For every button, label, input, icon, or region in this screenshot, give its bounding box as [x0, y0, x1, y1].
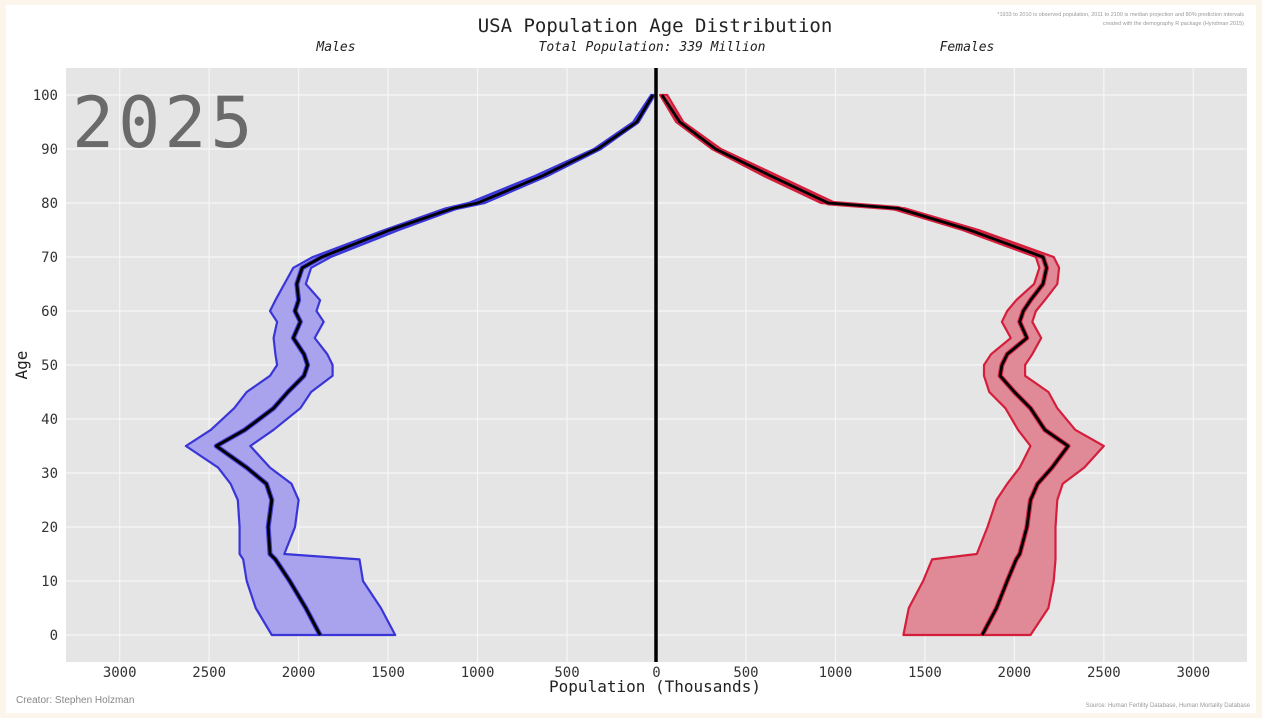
y-axis-label: Age — [12, 351, 31, 380]
x-axis-label: Population (Thousands) — [549, 677, 761, 696]
x-tick-label: 500 — [554, 665, 579, 681]
y-tick-label: 50 — [41, 358, 58, 374]
x-tick-label: 1500 — [371, 665, 405, 681]
y-tick-label: 70 — [41, 250, 58, 266]
y-tick-label: 0 — [50, 628, 58, 644]
source-credit: Source: Human Fertility Database, Human … — [1086, 703, 1251, 709]
creator-credit: Creator: Stephen Holzman — [16, 695, 134, 706]
y-tick-label: 40 — [41, 412, 58, 428]
median-lines — [213, 93, 1071, 637]
female-median-line — [660, 94, 1070, 636]
x-tick-label: 1500 — [908, 665, 942, 681]
chart-title: USA Population Age Distribution — [478, 15, 833, 37]
y-tick-label: 20 — [41, 520, 58, 536]
y-tick-label: 60 — [41, 304, 58, 320]
x-tick-label: 2500 — [1087, 665, 1121, 681]
y-tick-label: 30 — [41, 466, 58, 482]
female-prediction-band — [658, 93, 1105, 637]
projection-note-line1: *1933 to 2010 is observed population, 20… — [997, 12, 1244, 18]
x-tick-label: 500 — [733, 665, 758, 681]
x-tick-label: 2000 — [282, 665, 316, 681]
x-tick-label: 1000 — [461, 665, 495, 681]
x-tick-label: 2500 — [192, 665, 226, 681]
x-axis-ticks: 3000 2500 2000 1500 1000 500 0 500 1000 1500 2000 2… — [103, 665, 1210, 681]
males-label: Males — [315, 40, 355, 55]
projection-note-line2: created with the demography R package (H… — [1103, 21, 1244, 27]
y-tick-label: 100 — [33, 88, 58, 104]
chart-subtitle: Total Population: 339 Million — [539, 40, 766, 55]
year-label: 2025 — [72, 82, 257, 164]
x-tick-label: 3000 — [1176, 665, 1210, 681]
females-label: Females — [940, 40, 995, 55]
x-tick-label: 1000 — [819, 665, 853, 681]
y-tick-label: 90 — [41, 142, 58, 158]
y-tick-label: 10 — [41, 574, 58, 590]
x-tick-label: 0 — [652, 665, 660, 681]
x-tick-label: 3000 — [103, 665, 137, 681]
x-tick-label: 2000 — [998, 665, 1032, 681]
y-axis-ticks: 0 10 20 30 40 50 60 70 80 90 100 — [33, 88, 58, 644]
y-tick-label: 80 — [41, 196, 58, 212]
male-median-line — [214, 94, 655, 636]
